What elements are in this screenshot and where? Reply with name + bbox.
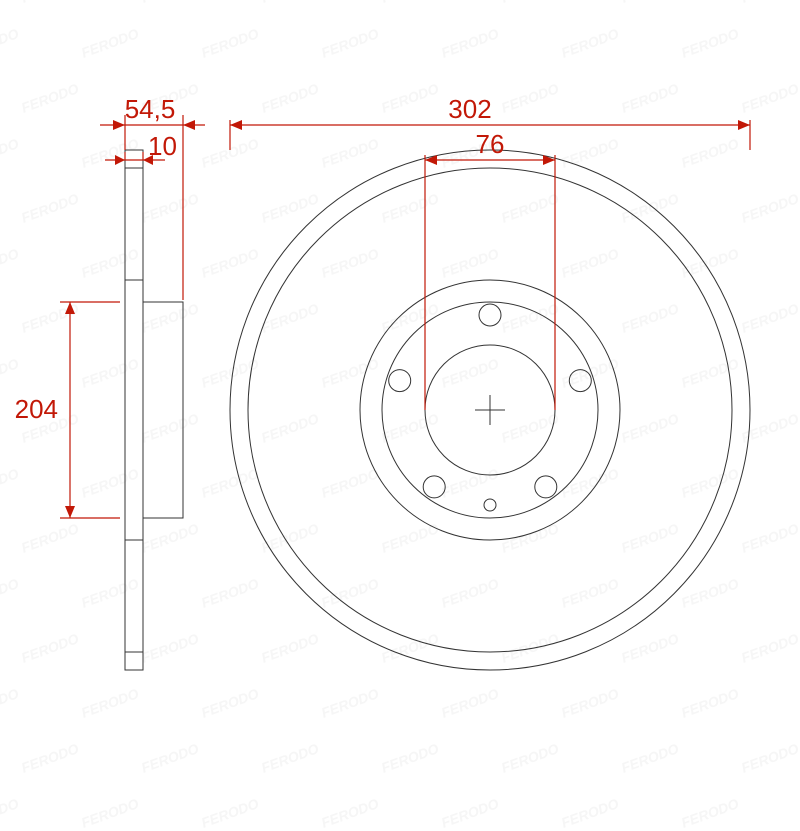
dim-10-label: 10 [148,131,177,161]
locator-hole [484,499,496,511]
side-view [125,150,183,670]
dim-thickness: 10 [105,131,177,165]
dim-302-label: 302 [448,94,491,124]
dim-545-label: 54,5 [125,94,176,124]
technical-drawing: 302 76 54,5 10 204 [0,0,800,800]
front-view [230,150,750,670]
dim-hat-diameter: 204 [15,302,120,518]
dim-76-label: 76 [476,129,505,159]
dim-bore-diameter: 76 [425,129,555,410]
dim-hat-depth: 54,5 [100,94,205,300]
dim-204-label: 204 [15,394,58,424]
